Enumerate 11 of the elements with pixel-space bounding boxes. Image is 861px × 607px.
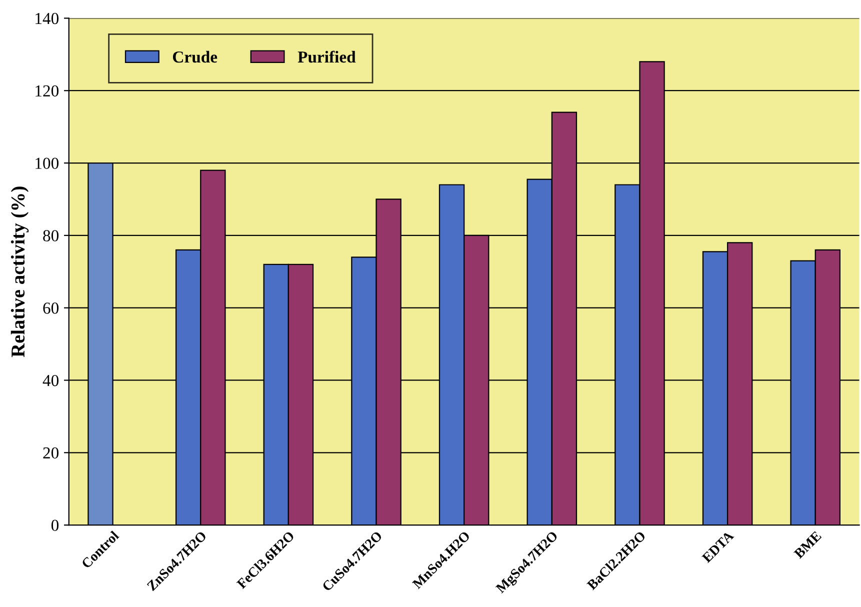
y-tick-label: 20 <box>43 447 59 459</box>
y-tick-label: 140 <box>36 12 59 24</box>
y-tick-label: 40 <box>42 374 59 386</box>
y-tick-label: 80 <box>43 230 59 242</box>
y-tick-label: 60 <box>43 302 59 314</box>
legend-label: Purified <box>298 50 356 63</box>
legend-label: Crude <box>172 50 218 63</box>
y-axis-title: Relative activity (%) <box>10 186 29 358</box>
y-tick-label: 100 <box>36 158 59 169</box>
y-tick-label: 0 <box>51 520 59 531</box>
y-tick-label: 120 <box>36 85 59 97</box>
